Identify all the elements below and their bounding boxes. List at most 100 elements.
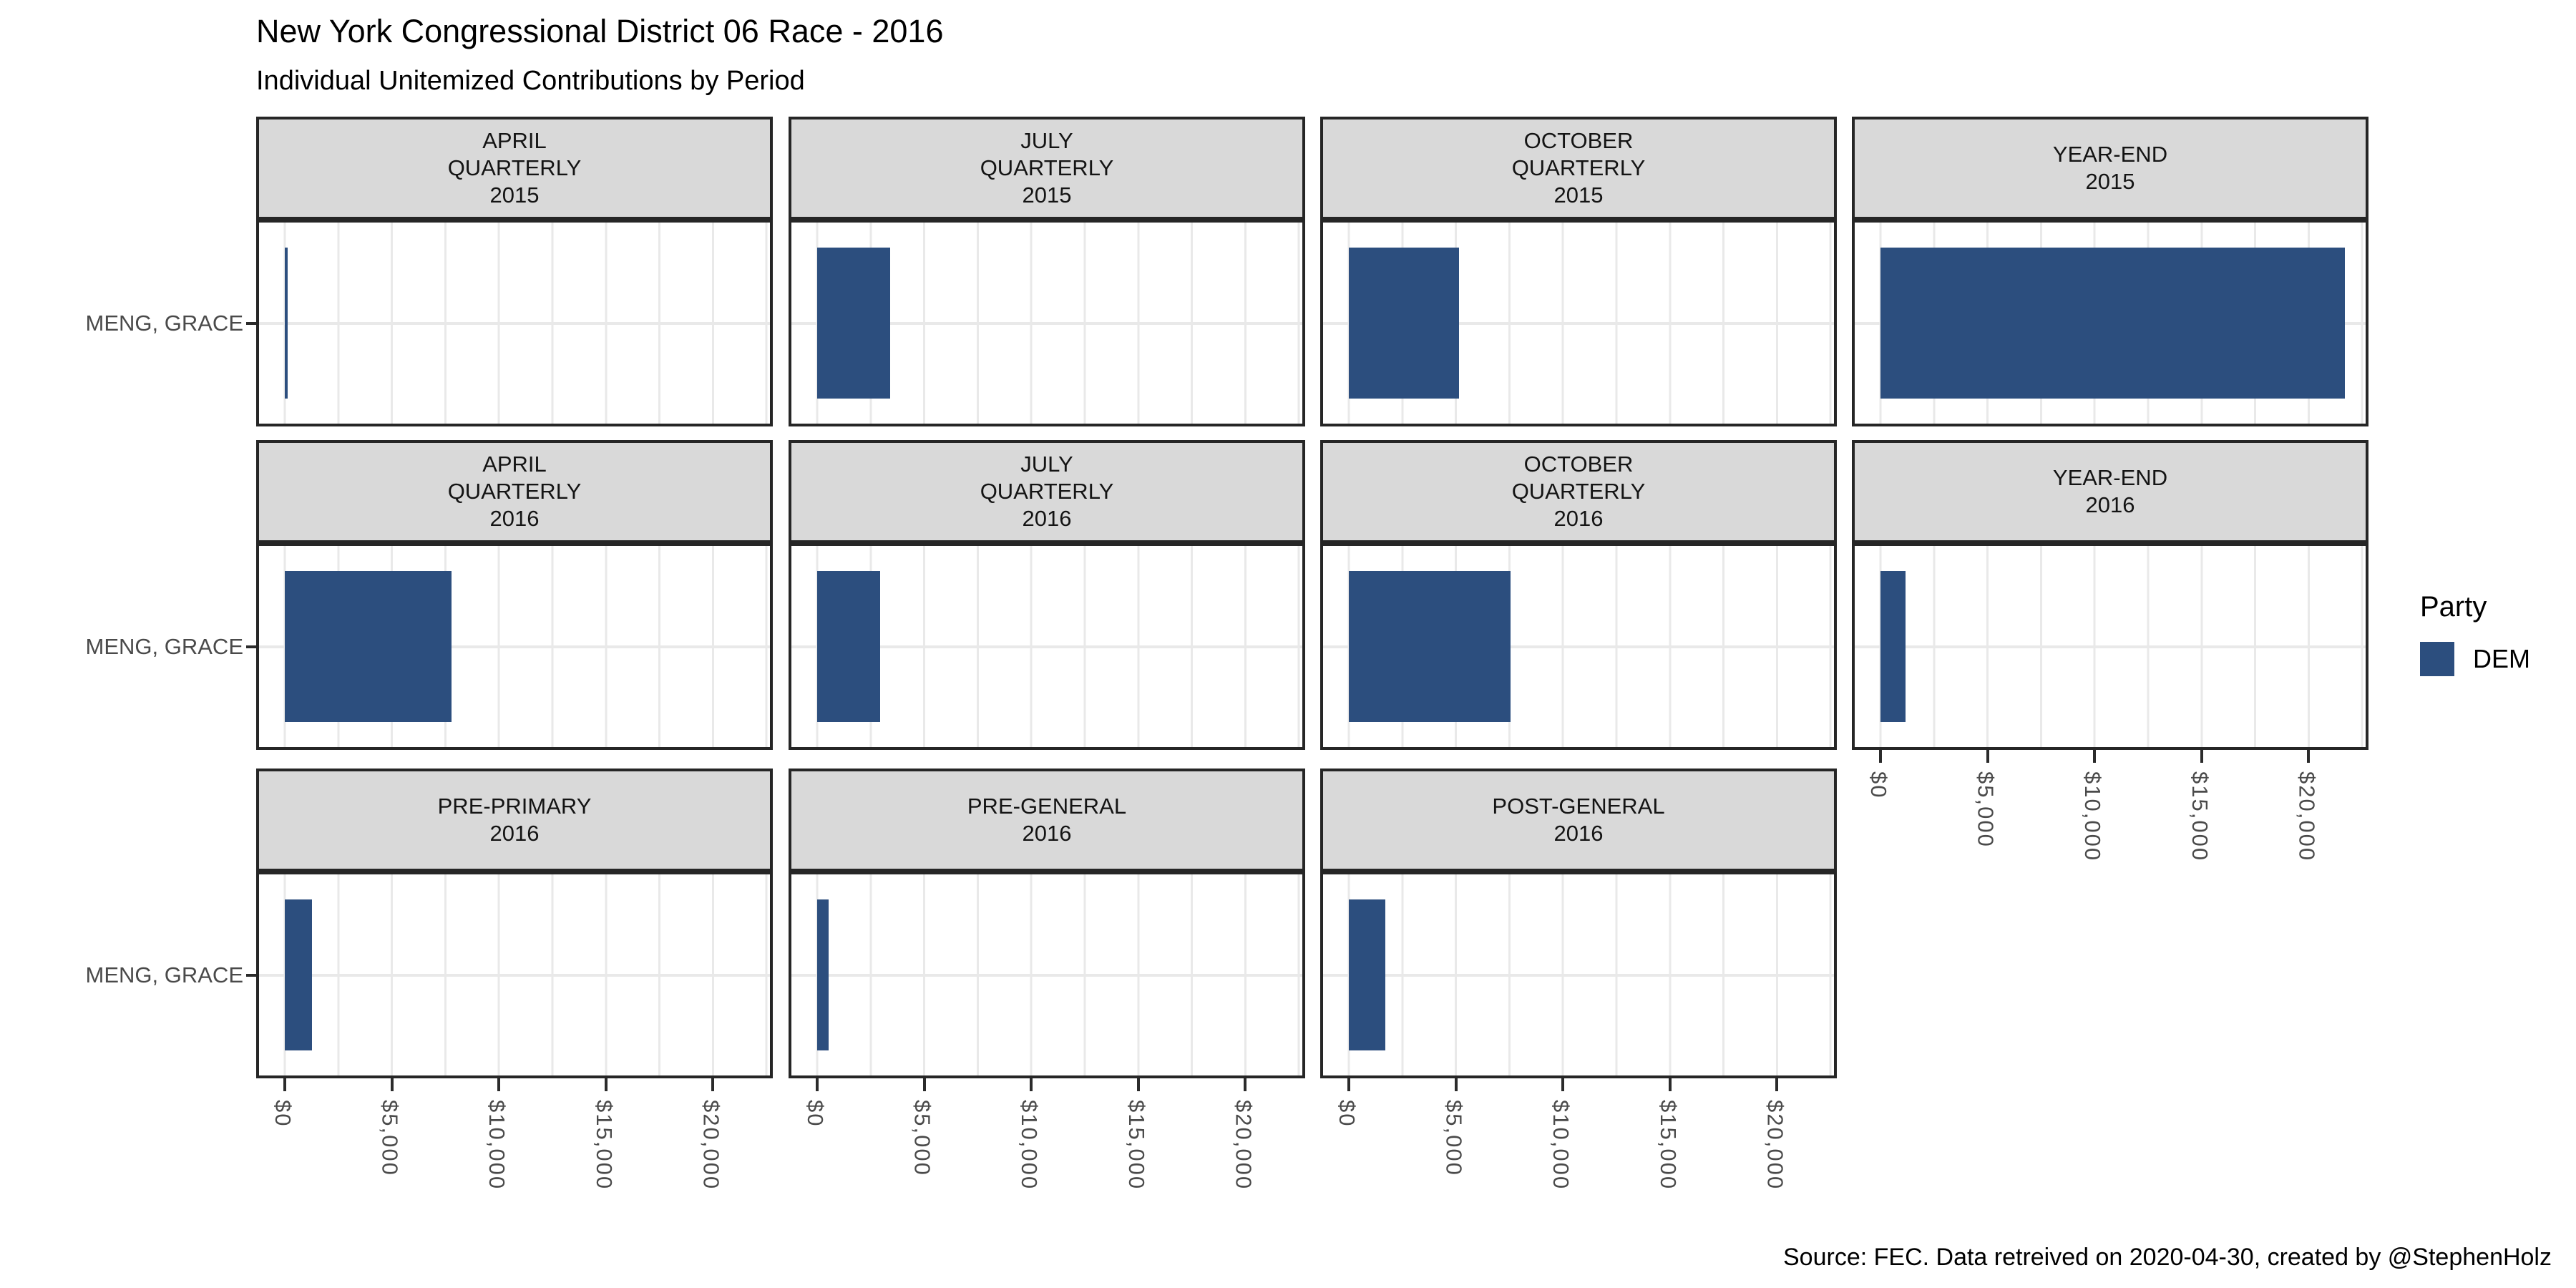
x-tick-mark <box>922 1078 926 1091</box>
x-tick-label: $15,000 <box>1123 1100 1149 1191</box>
x-tick-label: $0 <box>803 1100 828 1128</box>
x-tick-label: $15,000 <box>591 1100 617 1191</box>
x-tick-mark <box>604 1078 608 1091</box>
x-tick-label: $15,000 <box>1655 1100 1681 1191</box>
x-tick-mark <box>711 1078 715 1091</box>
x-tick-label: $5,000 <box>1973 771 1999 848</box>
facet-pre-general-2016: PRE-GENERAL 2016 $0 $5,000 $10,000 $15,000 $… <box>789 769 1305 1190</box>
x-tick-label: $10,000 <box>484 1100 510 1191</box>
panel <box>256 874 773 1078</box>
bar-dem <box>817 571 881 722</box>
panel <box>1320 546 1837 750</box>
x-tick-mark <box>1775 1078 1779 1091</box>
x-tick-mark <box>1030 1078 1033 1091</box>
legend-item-dem: DEM <box>2420 642 2530 676</box>
x-tick-label: $5,000 <box>377 1100 403 1176</box>
panel <box>1852 546 2368 750</box>
facet-strip-label: PRE-GENERAL 2016 <box>967 794 1127 846</box>
panel <box>789 874 1305 1078</box>
x-tick-label: $5,000 <box>909 1100 935 1176</box>
x-tick-mark <box>2200 750 2203 763</box>
panel <box>1320 223 1837 426</box>
facet-strip-label: YEAR-END 2015 <box>2052 142 2168 194</box>
x-tick-mark <box>1668 1078 1672 1091</box>
x-axis: $0 $5,000 $10,000 $15,000 $20,000 <box>256 1078 773 1250</box>
facet-year-end-2016: YEAR-END 2016 $0 $5,000 $10,000 $15,000 $20,… <box>1852 440 2368 862</box>
legend-label: DEM <box>2473 644 2530 673</box>
y-axis-label-row3: MENG, GRACE <box>85 962 243 987</box>
x-tick-mark <box>283 1078 286 1091</box>
y-tick-mark <box>246 974 256 977</box>
panel <box>256 223 773 426</box>
facet-year-end-2015: YEAR-END 2015 <box>1852 117 2368 426</box>
x-tick-mark <box>390 1078 394 1091</box>
y-tick-mark <box>246 322 256 325</box>
x-tick-mark <box>1454 1078 1458 1091</box>
chart-subtitle: Individual Unitemized Contributions by P… <box>256 66 805 96</box>
x-tick-mark <box>2093 750 2097 763</box>
x-tick-label: $10,000 <box>1017 1100 1043 1191</box>
x-axis: $0 $5,000 $10,000 $15,000 $20,000 <box>1852 750 2368 922</box>
y-tick-mark <box>246 645 256 648</box>
x-tick-label: $0 <box>270 1100 296 1128</box>
legend-title: Party <box>2420 591 2487 623</box>
facet-post-general-2016: POST-GENERAL 2016 $0 $5,000 $10,000 $15,000… <box>1320 769 1837 1190</box>
x-tick-mark <box>497 1078 501 1091</box>
facet-october-quarterly-2016: OCTOBER QUARTERLY 2016 <box>1320 440 1837 750</box>
bar-dem <box>1349 248 1460 399</box>
x-tick-mark <box>1136 1078 1140 1091</box>
facet-strip: APRIL QUARTERLY 2016 <box>256 440 773 546</box>
x-tick-mark <box>1347 1078 1350 1091</box>
x-tick-mark <box>1561 1078 1565 1091</box>
facet-october-quarterly-2015: OCTOBER QUARTERLY 2015 <box>1320 117 1837 426</box>
facet-strip: JULY QUARTERLY 2016 <box>789 440 1305 546</box>
x-axis: $0 $5,000 $10,000 $15,000 $20,000 <box>1320 1078 1837 1250</box>
facet-strip: PRE-GENERAL 2016 <box>789 769 1305 874</box>
legend: Party DEM <box>2420 591 2530 676</box>
panel <box>256 546 773 750</box>
facet-strip: POST-GENERAL 2016 <box>1320 769 1837 874</box>
x-tick-mark <box>1986 750 1989 763</box>
x-tick-label: $20,000 <box>2294 771 2320 862</box>
bar-dem <box>817 899 829 1050</box>
dem-color-swatch <box>2420 642 2454 676</box>
facet-strip-label: OCTOBER QUARTERLY 2016 <box>1511 452 1646 531</box>
facet-strip-label: JULY QUARTERLY 2016 <box>980 452 1114 531</box>
facet-pre-primary-2016: PRE-PRIMARY 2016 $0 $5,000 $10,000 $15,000 $… <box>256 769 773 1190</box>
facet-strip-label: PRE-PRIMARY 2016 <box>437 794 592 846</box>
x-tick-label: $15,000 <box>2187 771 2212 862</box>
x-tick-mark <box>2307 750 2311 763</box>
panel <box>789 223 1305 426</box>
facet-strip-label: YEAR-END 2016 <box>2052 465 2168 517</box>
bar-dem <box>285 571 452 722</box>
facet-july-quarterly-2016: JULY QUARTERLY 2016 <box>789 440 1305 750</box>
panel <box>1852 223 2368 426</box>
panel <box>1320 874 1837 1078</box>
facet-april-quarterly-2016: APRIL QUARTERLY 2016 <box>256 440 773 750</box>
x-tick-label: $20,000 <box>1231 1100 1257 1191</box>
bar-dem <box>1880 571 1906 722</box>
bar-dem <box>1349 571 1511 722</box>
bar-dem <box>285 899 312 1050</box>
facet-strip-label: POST-GENERAL 2016 <box>1492 794 1665 846</box>
facet-april-quarterly-2015: APRIL QUARTERLY 2015 <box>256 117 773 426</box>
facet-strip: OCTOBER QUARTERLY 2016 <box>1320 440 1837 546</box>
facet-july-quarterly-2015: JULY QUARTERLY 2015 <box>789 117 1305 426</box>
source-caption: Source: FEC. Data retreived on 2020-04-3… <box>1783 1244 2552 1271</box>
facet-strip: PRE-PRIMARY 2016 <box>256 769 773 874</box>
chart-title: New York Congressional District 06 Race … <box>256 13 944 49</box>
facet-strip: YEAR-END 2015 <box>1852 117 2368 223</box>
x-tick-label: $20,000 <box>698 1100 724 1191</box>
facet-strip: YEAR-END 2016 <box>1852 440 2368 546</box>
x-tick-mark <box>1244 1078 1247 1091</box>
y-axis-label-row1: MENG, GRACE <box>85 311 243 336</box>
bar-dem <box>285 248 288 399</box>
facet-strip: OCTOBER QUARTERLY 2015 <box>1320 117 1837 223</box>
panel <box>789 546 1305 750</box>
x-axis: $0 $5,000 $10,000 $15,000 $20,000 <box>789 1078 1305 1250</box>
facet-strip-label: APRIL QUARTERLY 2016 <box>447 452 582 531</box>
x-tick-label: $0 <box>1866 771 1891 799</box>
y-axis-label-row2: MENG, GRACE <box>85 634 243 659</box>
x-tick-label: $20,000 <box>1762 1100 1788 1191</box>
